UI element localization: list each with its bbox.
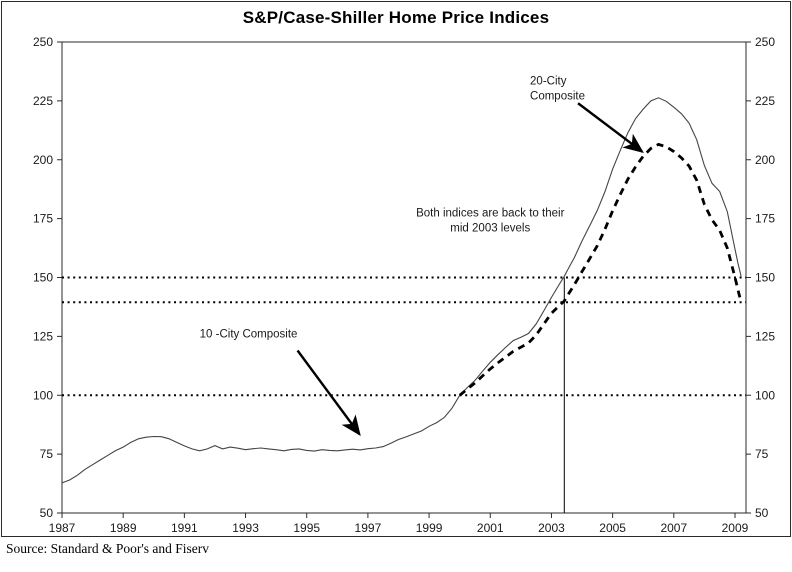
annotation-note-mid2003: mid 2003 levels — [450, 222, 530, 234]
reference-lines — [62, 276, 746, 513]
x-tick-label: 2003 — [538, 521, 565, 535]
annotations: 20-City Composite Both indices are back to… — [200, 75, 644, 437]
outer-border — [1, 1, 791, 537]
y-tick-label-right: 200 — [755, 153, 775, 167]
y-tick-label-right: 75 — [755, 447, 769, 461]
y-tick-label-left: 200 — [33, 153, 53, 167]
y-tick-label-right: 150 — [755, 271, 775, 285]
x-tick-label: 1995 — [293, 521, 320, 535]
x-tick-label: 1991 — [171, 521, 198, 535]
y-tick-label-right: 175 — [755, 212, 775, 226]
chart-border — [1, 1, 791, 537]
y-tick-label-left: 75 — [40, 447, 54, 461]
y-tick-label-left: 100 — [33, 388, 53, 402]
annotation-label-20city: 20-City — [530, 75, 567, 87]
chart-title: S&P/Case-Shiller Home Price Indices — [242, 8, 550, 27]
source-note: Source: Standard & Poor's and Fiserv — [6, 541, 210, 556]
y-tick-label-right: 250 — [755, 35, 775, 49]
y-tick-label-left: 225 — [33, 94, 53, 108]
y-tick-label-right: 50 — [755, 506, 769, 520]
x-tick-label: 2009 — [722, 521, 749, 535]
annotation-label-10city: 10 -City Composite — [200, 329, 298, 341]
axis-ticks-and-labels: 50 50 75 75 100 100 125 125 150 150 175 175 200 200 22… — [33, 35, 775, 535]
series-line-20-city-composite — [458, 142, 743, 397]
y-tick-label-right: 100 — [755, 388, 775, 402]
x-tick-label: 2007 — [660, 521, 687, 535]
annotation-label-20city: Composite — [530, 90, 585, 102]
annotation-arrow-label-10city — [296, 349, 361, 437]
x-tick-label: 1999 — [416, 521, 443, 535]
y-tick-label-left: 250 — [33, 35, 53, 49]
chart-canvas: 50 50 75 75 100 100 125 125 150 150 175 175 200 200 22… — [1, 1, 791, 537]
y-tick-label-right: 225 — [755, 94, 775, 108]
x-tick-label: 1987 — [49, 521, 76, 535]
y-tick-label-left: 150 — [33, 271, 53, 285]
annotation-note-mid2003: Both indices are back to their — [416, 207, 564, 219]
x-tick-label: 2005 — [599, 521, 626, 535]
annotation-arrow-label-20city — [577, 102, 644, 153]
x-tick-label: 1989 — [110, 521, 137, 535]
x-tick-label: 1993 — [232, 521, 259, 535]
x-tick-label: 1997 — [355, 521, 382, 535]
y-tick-label-left: 175 — [33, 212, 53, 226]
series-lines — [61, 97, 743, 484]
series-line-10-city-composite — [61, 97, 742, 484]
y-tick-label-left: 50 — [40, 506, 54, 520]
y-tick-label-left: 125 — [33, 329, 53, 343]
y-tick-label-right: 125 — [755, 329, 775, 343]
x-tick-label: 2001 — [477, 521, 504, 535]
